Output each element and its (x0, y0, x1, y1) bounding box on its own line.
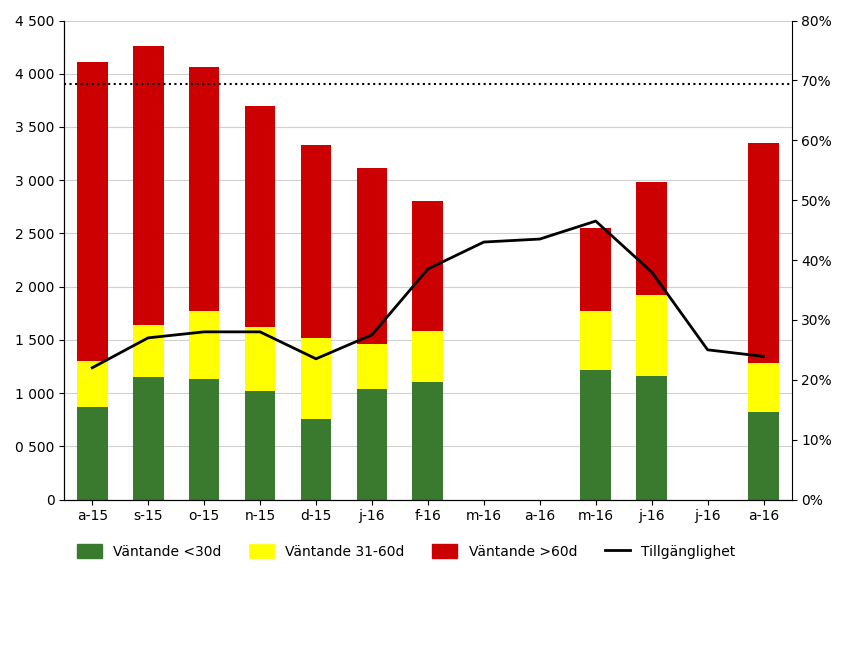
Bar (580, 311, 611, 369)
Bar (357, 168, 387, 344)
Bar (748, 363, 779, 412)
Bar (189, 67, 219, 311)
Bar (133, 46, 163, 325)
Bar (301, 338, 331, 419)
Bar (133, 377, 163, 499)
Bar (748, 412, 779, 499)
Bar (580, 228, 611, 311)
Bar (301, 145, 331, 338)
Bar (189, 379, 219, 499)
Bar (412, 201, 443, 331)
Bar (245, 105, 275, 327)
Bar (245, 327, 275, 391)
Bar (77, 407, 108, 499)
Bar (133, 325, 163, 377)
Bar (580, 369, 611, 499)
Bar (189, 311, 219, 379)
Bar (636, 295, 667, 376)
Bar (357, 389, 387, 499)
Bar (636, 376, 667, 499)
Bar (77, 62, 108, 361)
Bar (77, 361, 108, 407)
Legend: Väntande <30d, Väntande 31-60d, Väntande >60d, Tillgänglighet: Väntande <30d, Väntande 31-60d, Väntande… (71, 538, 741, 564)
Bar (748, 143, 779, 363)
Bar (245, 391, 275, 499)
Bar (301, 419, 331, 499)
Bar (412, 382, 443, 499)
Bar (357, 344, 387, 389)
Bar (636, 182, 667, 295)
Bar (412, 331, 443, 382)
